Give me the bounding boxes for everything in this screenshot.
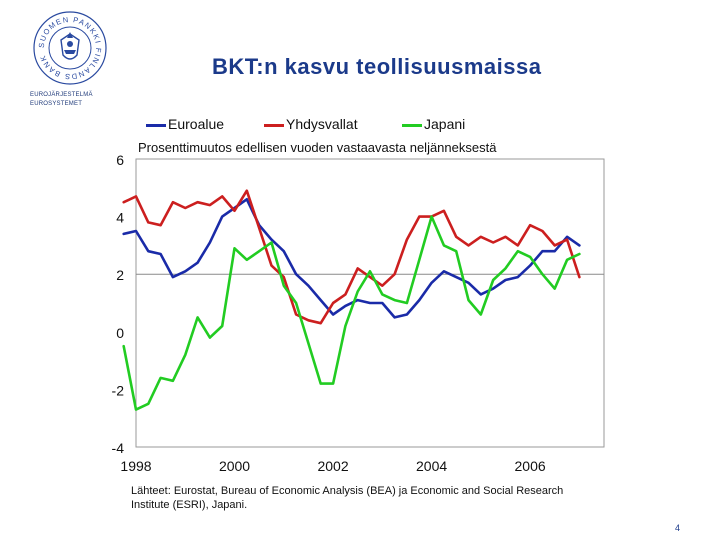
- x-tick-label: 2000: [219, 458, 250, 474]
- x-tick-label: 2002: [317, 458, 348, 474]
- y-tick-label: 6: [116, 152, 124, 168]
- y-tick-label: 0: [116, 325, 124, 341]
- logo-line-2: EUROSYSTEMET: [30, 101, 83, 107]
- legend-label-euroalue: Euroalue: [168, 116, 225, 132]
- y-tick-label: -2: [112, 382, 125, 398]
- source-note: Lähteet: Eurostat, Bureau of Economic An…: [131, 485, 564, 511]
- logo-line-1: EUROJÄRJESTELMÄ: [30, 92, 93, 98]
- x-tick-label: 2004: [416, 458, 447, 474]
- bank-seal-icon: SUOMEN PANKKI FINLANDS BANK: [33, 11, 107, 85]
- legend-label-yhdysvallat: Yhdysvallat: [286, 116, 358, 132]
- x-tick-label: 2006: [515, 458, 546, 474]
- legend-swatch-yhdysvallat: [264, 124, 284, 127]
- series-line-japani: [122, 215, 581, 411]
- page-number: 4: [675, 523, 681, 533]
- y-tick-label: 4: [116, 210, 124, 226]
- x-tick-label: 1998: [120, 458, 151, 474]
- bank-logo: SUOMEN PANKKI FINLANDS BANK EUROJÄRJESTE…: [30, 8, 120, 118]
- legend-swatch-euroalue: [146, 124, 166, 127]
- chart-subtitle: Prosenttimuutos edellisen vuoden vastaav…: [138, 140, 497, 155]
- y-tick-label: -4: [112, 440, 125, 456]
- slide-title: BKT:n kasvu teollisuusmaissa: [212, 54, 542, 79]
- legend-swatch-japani: [402, 124, 422, 127]
- series-line-yhdysvallat: [122, 189, 581, 325]
- legend-label-japani: Japani: [424, 116, 466, 132]
- series-line-euroalue: [122, 198, 581, 319]
- y-tick-label: 2: [116, 267, 124, 283]
